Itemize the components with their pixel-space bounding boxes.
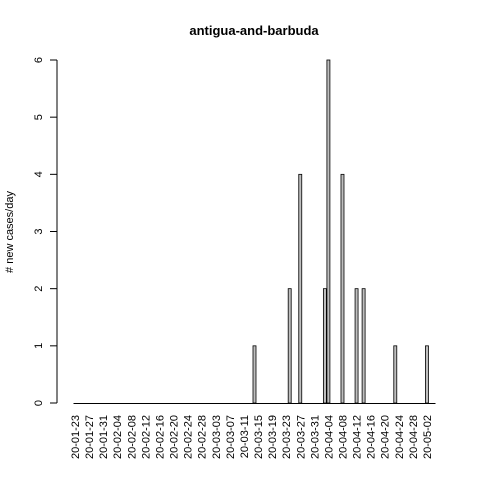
x-tick-label: 20-04-04 [323, 415, 335, 459]
x-tick-label: 20-02-28 [197, 415, 209, 459]
x-tick-label: 20-03-31 [309, 415, 321, 459]
x-tick-label: 20-04-24 [394, 415, 406, 459]
x-tick-label: 20-01-23 [70, 415, 82, 459]
x-tick-label: 20-04-12 [352, 415, 364, 459]
x-tick-label: 20-04-16 [366, 415, 378, 459]
y-tick-label: 3 [33, 228, 45, 234]
x-tick-label: 20-03-07 [225, 415, 237, 459]
bar [326, 59, 331, 404]
bar [354, 288, 359, 404]
x-tick-label: 20-03-23 [281, 415, 293, 459]
x-tick-label: 20-03-03 [211, 415, 223, 459]
x-axis: 20-01-23 20-01-27 20-01-31 20-02-04 20-02-08… [70, 415, 434, 459]
bar [425, 345, 429, 404]
x-tick-label: 20-03-15 [253, 415, 265, 459]
y-tick-label: 6 [33, 57, 45, 63]
x-tick-label: 20-02-12 [140, 415, 152, 459]
x-tick-label: 20-02-24 [183, 415, 195, 459]
bar [298, 173, 303, 404]
y-tick-label: 0 [33, 400, 45, 406]
bar [393, 345, 398, 404]
x-tick-label: 20-04-28 [408, 415, 420, 459]
x-tick-label: 20-02-16 [154, 415, 166, 459]
x-tick-label: 20-03-27 [295, 415, 307, 459]
bar [340, 173, 345, 404]
bar [252, 345, 257, 404]
x-tick-label: 20-02-08 [126, 415, 138, 459]
x-tick-label: 20-01-31 [98, 415, 110, 459]
x-tick-label: 20-02-20 [169, 415, 181, 459]
y-axis-label: # new cases/day [4, 191, 16, 273]
x-tick-label: 20-03-11 [239, 415, 251, 458]
y-tick-label: 5 [33, 114, 45, 120]
bar [287, 288, 292, 404]
x-tick-label: 20-02-04 [112, 415, 124, 459]
x-tick-label: 20-04-08 [337, 415, 349, 459]
y-tick-label: 2 [33, 286, 45, 292]
x-tick-label: 20-04-20 [380, 415, 392, 459]
y-axis: 0 1 2 3 4 5 6 [33, 57, 58, 406]
bar-series [73, 59, 436, 404]
bar [361, 288, 366, 404]
x-tick-label: 20-03-19 [267, 415, 279, 459]
bar [322, 288, 327, 404]
y-tick-label: 1 [33, 343, 45, 349]
x-tick-label: 20-05-02 [422, 415, 434, 459]
chart-title: antigua-and-barbuda [189, 23, 319, 38]
y-tick-label: 4 [33, 171, 45, 177]
x-tick-label: 20-01-27 [84, 415, 96, 459]
